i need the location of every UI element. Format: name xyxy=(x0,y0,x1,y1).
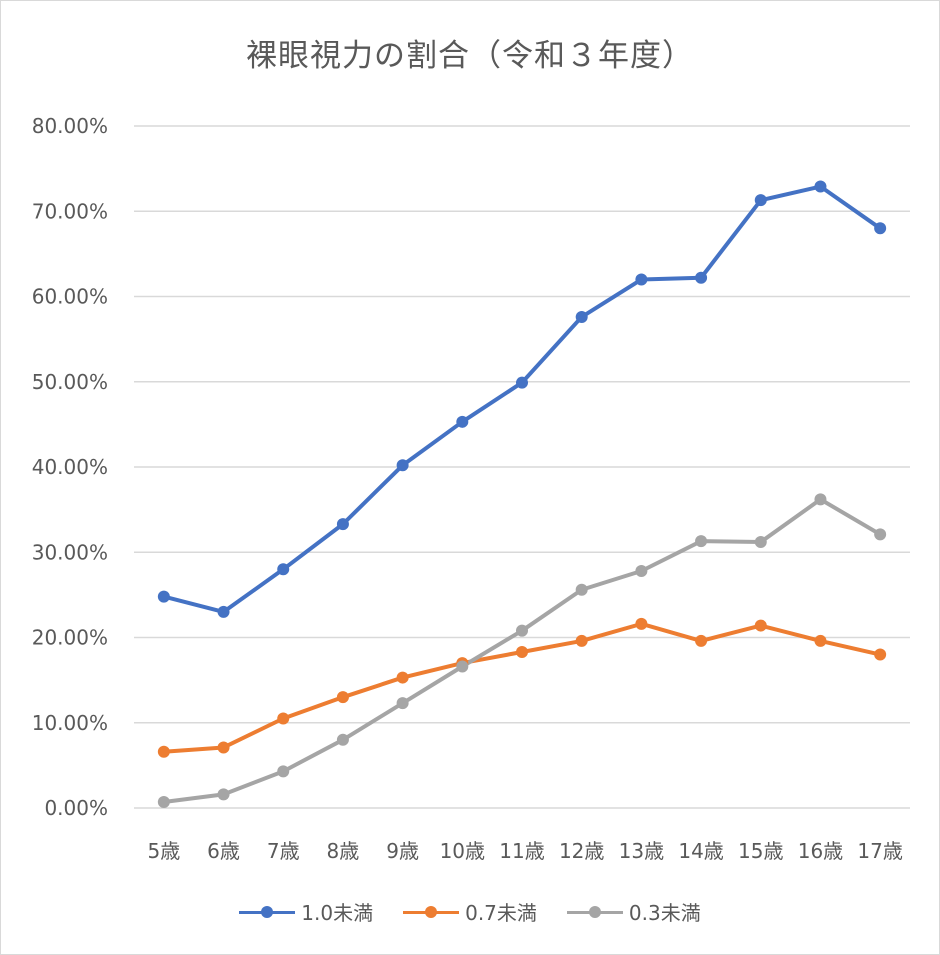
data-point xyxy=(336,691,349,704)
data-point xyxy=(396,459,409,472)
x-tick-label: 10歳 xyxy=(440,839,485,863)
x-tick-label: 5歳 xyxy=(147,839,180,863)
legend-swatch xyxy=(239,902,296,922)
data-point xyxy=(157,796,170,809)
data-point xyxy=(217,605,230,618)
data-point xyxy=(874,528,887,541)
legend-label: 1.0未満 xyxy=(301,901,374,925)
chart-legend: 1.0未満 0.7未満 0.3未満 xyxy=(0,897,940,926)
legend-swatch xyxy=(403,902,460,922)
data-point xyxy=(754,536,767,549)
x-tick-label: 13歳 xyxy=(619,839,664,863)
x-tick-label: 15歳 xyxy=(738,839,783,863)
data-point xyxy=(695,535,708,548)
data-point xyxy=(516,624,528,637)
y-tick-label: 60.00% xyxy=(32,285,108,309)
data-point xyxy=(157,745,170,758)
x-tick-label: 7歳 xyxy=(267,839,300,863)
y-tick-label: 0.00% xyxy=(44,796,108,820)
data-point xyxy=(874,648,887,661)
data-point xyxy=(635,273,648,286)
legend-swatch xyxy=(566,902,623,922)
data-point xyxy=(217,788,230,801)
legend-item: 1.0未満 xyxy=(239,897,373,926)
y-tick-label: 40.00% xyxy=(32,455,108,479)
data-point xyxy=(456,415,469,428)
data-point xyxy=(874,222,887,235)
data-point xyxy=(456,660,469,673)
x-tick-label: 16歳 xyxy=(798,839,843,863)
legend-item: 0.7未満 xyxy=(403,897,537,926)
legend-label: 0.7未満 xyxy=(465,901,537,925)
legend-item: 0.3未満 xyxy=(566,897,701,926)
x-tick-label: 12歳 xyxy=(559,839,604,863)
data-point xyxy=(575,634,588,647)
data-point xyxy=(814,493,827,506)
data-point xyxy=(157,590,170,603)
y-tick-label: 50.00% xyxy=(32,370,108,394)
y-tick-label: 80.00% xyxy=(32,114,108,138)
x-tick-label: 6歳 xyxy=(207,839,240,863)
series-line-1 xyxy=(163,621,881,754)
data-point xyxy=(814,634,827,647)
data-point xyxy=(635,565,648,578)
data-point xyxy=(396,671,409,684)
data-point xyxy=(814,180,827,193)
data-point xyxy=(754,619,767,632)
x-tick-label: 8歳 xyxy=(327,839,360,863)
data-point xyxy=(217,741,230,754)
data-point xyxy=(516,376,528,389)
y-tick-label: 10.00% xyxy=(32,711,108,735)
series-line-0 xyxy=(163,184,882,614)
y-tick-label: 20.00% xyxy=(32,626,108,650)
x-tick-label: 17歳 xyxy=(857,839,902,863)
data-point xyxy=(575,310,588,323)
data-point xyxy=(695,271,708,284)
data-point xyxy=(635,617,648,630)
data-point xyxy=(277,712,290,725)
x-tick-label: 9歳 xyxy=(386,839,419,863)
x-tick-label: 11歳 xyxy=(499,839,544,863)
data-point xyxy=(336,733,349,746)
x-tick-label: 14歳 xyxy=(678,839,723,863)
legend-label: 0.3未満 xyxy=(628,901,701,925)
y-tick-label: 70.00% xyxy=(32,199,108,223)
data-point xyxy=(516,645,528,658)
chart-title: 裸眼視力の割合（令和３年度） xyxy=(246,38,694,74)
data-point xyxy=(575,583,588,596)
data-point xyxy=(754,194,767,207)
data-point xyxy=(396,697,409,710)
y-tick-label: 30.00% xyxy=(32,540,108,564)
data-point xyxy=(277,563,290,576)
data-point xyxy=(695,634,708,647)
data-point xyxy=(336,518,349,531)
data-point xyxy=(277,765,290,778)
